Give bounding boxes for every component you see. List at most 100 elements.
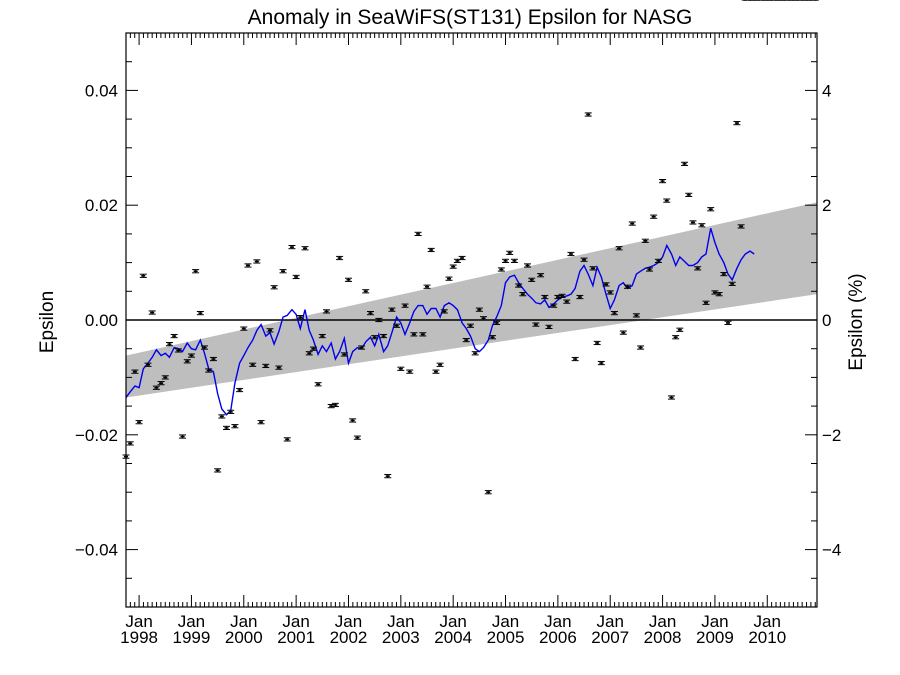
data-point <box>545 324 553 329</box>
y-tick-label: 0.02 <box>85 196 118 215</box>
data-point <box>506 250 514 255</box>
data-point <box>301 246 309 251</box>
data-point <box>397 366 405 371</box>
data-point <box>353 435 361 440</box>
x-tick-label-month: Jan <box>649 612 676 631</box>
x-tick-label-year: 1998 <box>120 628 158 647</box>
data-point <box>244 263 252 268</box>
data-point <box>288 245 296 250</box>
data-point <box>436 362 444 367</box>
data-point <box>231 424 239 429</box>
data-point <box>179 434 187 439</box>
x-tick-label-year: 1999 <box>173 628 211 647</box>
data-point <box>537 273 545 278</box>
data-point <box>126 441 134 446</box>
data-point <box>558 293 566 298</box>
data-point <box>502 258 510 263</box>
data-point <box>218 414 226 419</box>
data-point <box>406 369 414 374</box>
data-point <box>266 328 274 333</box>
data-point <box>388 307 396 312</box>
data-point <box>593 340 601 346</box>
data-point <box>275 365 283 370</box>
data-point <box>659 178 667 184</box>
data-point <box>628 221 636 226</box>
y-axis-label-left: Epsilon <box>37 291 58 353</box>
data-point <box>563 299 571 304</box>
data-point <box>322 309 330 314</box>
data-point <box>427 247 435 253</box>
data-point <box>663 198 671 203</box>
data-point <box>711 290 719 295</box>
data-point <box>209 356 217 362</box>
data-point <box>131 369 139 374</box>
data-point <box>423 284 431 289</box>
data-point <box>214 468 222 473</box>
data-point <box>676 327 684 332</box>
y-right-tick-label: 0 <box>822 311 831 330</box>
data-point <box>550 303 558 308</box>
data-point <box>318 333 326 339</box>
data-point <box>728 281 736 286</box>
data-point <box>488 335 496 340</box>
data-point <box>375 317 383 323</box>
data-point <box>623 284 631 289</box>
trend-band <box>126 202 817 398</box>
data-point <box>576 294 584 300</box>
data-point <box>493 320 501 325</box>
data-point <box>170 333 178 339</box>
data-point <box>148 310 156 315</box>
data-point <box>584 112 592 117</box>
x-tick-label-year: 2007 <box>591 628 629 647</box>
data-point <box>393 323 401 328</box>
data-point <box>466 323 474 328</box>
data-point <box>541 294 549 300</box>
data-point <box>292 274 300 280</box>
data-point <box>445 276 453 281</box>
data-point <box>279 269 287 274</box>
data-point <box>270 285 278 290</box>
data-point <box>571 356 579 362</box>
data-point <box>667 395 675 400</box>
data-point <box>519 292 527 297</box>
data-point <box>152 385 160 390</box>
data-point <box>515 283 523 288</box>
data-point <box>462 337 470 343</box>
data-point <box>183 359 191 364</box>
data-point <box>157 381 165 386</box>
data-point <box>380 333 388 339</box>
data-point <box>580 257 588 262</box>
data-point <box>419 332 427 337</box>
plot-area <box>122 0 819 495</box>
data-point <box>589 266 597 271</box>
data-point <box>223 425 231 431</box>
data-point <box>497 267 505 272</box>
x-tick-label-year: 2009 <box>696 628 734 647</box>
data-point <box>187 353 195 358</box>
y-axis-label-right: Epsilon (%) <box>846 273 867 370</box>
data-point <box>602 282 610 287</box>
data-point <box>641 238 649 243</box>
data-point <box>733 121 741 126</box>
data-point <box>480 316 488 321</box>
x-tick-label-year: 2000 <box>225 628 263 647</box>
data-point <box>253 259 261 264</box>
data-point <box>314 382 322 387</box>
x-tick-label-month: Jan <box>597 612 624 631</box>
data-point <box>192 269 200 274</box>
data-point <box>615 246 623 251</box>
x-tick-label-month: Jan <box>387 612 414 631</box>
data-point <box>510 258 518 263</box>
data-point <box>681 161 689 166</box>
axes: −0.04−0.020.000.020.04−4−2024Jan1998Jan1… <box>75 32 841 647</box>
data-point <box>720 271 728 277</box>
data-point <box>484 490 492 495</box>
data-point <box>524 263 532 268</box>
data-point <box>249 362 257 367</box>
data-point <box>458 255 466 261</box>
x-tick-label-month: Jan <box>178 612 205 631</box>
data-point <box>619 330 627 335</box>
y-tick-label: 0.00 <box>85 311 118 330</box>
data-point <box>606 290 614 295</box>
